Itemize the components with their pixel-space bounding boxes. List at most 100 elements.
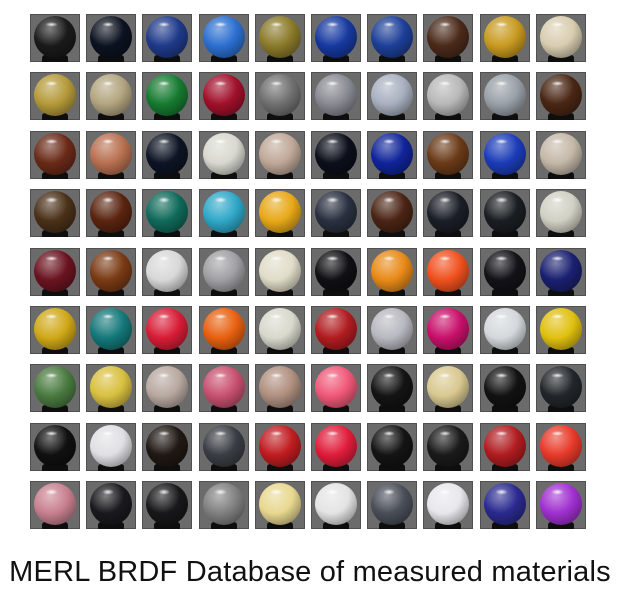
- sphere-stand: [491, 55, 518, 62]
- caption: MERL BRDF Database of measured materials: [9, 556, 611, 588]
- material-sphere: [315, 424, 357, 467]
- material-sphere: [146, 308, 189, 350]
- material-sphere: [315, 16, 357, 58]
- material-sample: [86, 130, 137, 179]
- material-sample: [311, 189, 361, 238]
- material-sample: [423, 72, 474, 121]
- sphere-stand: [42, 288, 68, 296]
- sphere-stand: [154, 463, 181, 471]
- sphere-stand: [266, 230, 293, 238]
- sphere-stand: [98, 113, 125, 121]
- sphere-stand: [547, 288, 574, 296]
- material-sample: [86, 481, 137, 530]
- sphere-stand: [266, 405, 293, 413]
- sphere-stand: [379, 347, 406, 354]
- sphere-stand: [547, 347, 574, 354]
- sphere-stand: [210, 405, 237, 413]
- material-sphere: [371, 191, 414, 234]
- material-sphere: [427, 16, 470, 58]
- material-sample: [423, 306, 474, 354]
- material-sphere: [539, 16, 582, 58]
- material-sphere: [483, 132, 526, 175]
- material-sphere: [202, 132, 245, 175]
- material-sample: [535, 306, 586, 354]
- material-sphere: [483, 74, 526, 117]
- sphere-stand: [323, 463, 349, 471]
- material-sphere: [34, 16, 76, 58]
- sphere-stand: [547, 113, 574, 121]
- material-sample: [311, 130, 361, 179]
- sphere-stand: [42, 113, 68, 121]
- sphere-stand: [491, 230, 518, 238]
- material-sphere: [371, 16, 414, 58]
- sphere-stand: [42, 347, 68, 354]
- material-sphere: [34, 249, 76, 292]
- sphere-stand: [98, 288, 125, 296]
- material-sample: [86, 422, 137, 471]
- material-sphere: [258, 249, 301, 292]
- sphere-stand: [379, 113, 406, 121]
- sphere-stand: [323, 113, 349, 121]
- sphere-stand: [323, 55, 349, 62]
- material-sphere: [427, 366, 470, 409]
- material-sphere: [34, 483, 76, 526]
- material-sphere: [483, 191, 526, 234]
- material-sample: [86, 247, 137, 296]
- material-sphere: [34, 74, 76, 117]
- sphere-stand: [98, 171, 125, 179]
- material-sphere: [202, 483, 245, 526]
- material-sphere: [483, 16, 526, 58]
- material-sphere: [146, 483, 189, 526]
- material-sphere: [146, 424, 189, 467]
- material-sphere: [371, 249, 414, 292]
- material-sphere: [90, 483, 133, 526]
- sphere-stand: [210, 288, 237, 296]
- material-sample: [254, 247, 305, 296]
- material-sphere: [371, 132, 414, 175]
- material-sphere: [202, 191, 245, 234]
- sphere-stand: [210, 522, 237, 530]
- material-sample: [367, 306, 418, 354]
- material-sphere: [539, 132, 582, 175]
- material-sample: [423, 14, 474, 62]
- material-sphere: [90, 191, 133, 234]
- sphere-stand: [266, 288, 293, 296]
- material-sample: [142, 422, 193, 471]
- sphere-stand: [42, 522, 68, 530]
- sphere-stand: [210, 463, 237, 471]
- material-sphere: [202, 249, 245, 292]
- material-sphere: [34, 132, 76, 175]
- material-sphere: [146, 74, 189, 117]
- sphere-stand: [210, 230, 237, 238]
- material-sphere: [315, 366, 357, 409]
- material-sample: [142, 189, 193, 238]
- material-sphere: [34, 366, 76, 409]
- material-sample: [254, 481, 305, 530]
- sphere-stand: [547, 522, 574, 530]
- material-sample: [254, 364, 305, 413]
- material-sample: [254, 14, 305, 62]
- material-sample: [423, 247, 474, 296]
- sphere-stand: [266, 463, 293, 471]
- material-sphere: [371, 483, 414, 526]
- material-sample: [30, 72, 80, 121]
- sphere-stand: [98, 230, 125, 238]
- material-sphere: [539, 74, 582, 117]
- material-sample: [479, 72, 530, 121]
- material-sample: [479, 14, 530, 62]
- sphere-stand: [323, 522, 349, 530]
- material-sample: [423, 364, 474, 413]
- sphere-stand: [98, 405, 125, 413]
- material-sphere: [371, 366, 414, 409]
- material-sphere: [315, 74, 357, 117]
- sphere-stand: [154, 171, 181, 179]
- sphere-stand: [42, 405, 68, 413]
- material-sphere: [483, 249, 526, 292]
- sphere-stand: [266, 55, 293, 62]
- material-sphere: [258, 132, 301, 175]
- material-sphere: [258, 16, 301, 58]
- material-sphere: [90, 308, 133, 350]
- material-sample: [142, 72, 193, 121]
- sphere-stand: [323, 230, 349, 238]
- sphere-stand: [210, 55, 237, 62]
